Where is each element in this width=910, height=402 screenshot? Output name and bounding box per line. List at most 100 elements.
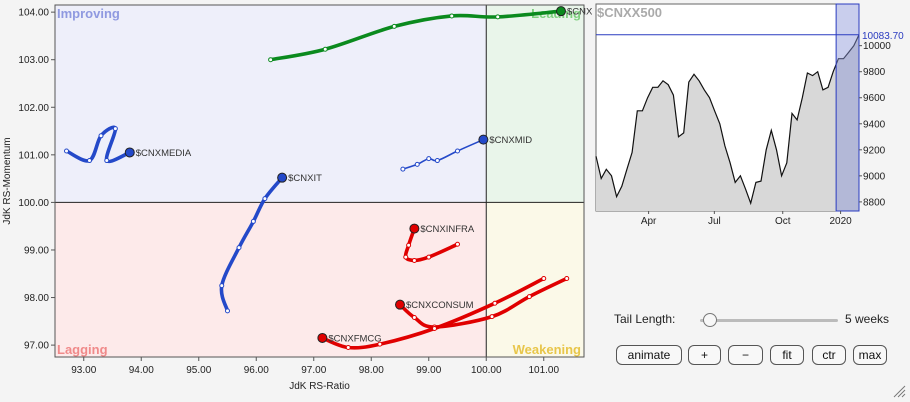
mini-chart-title: $CNXX500 — [597, 5, 662, 20]
y-tick-label: 98.00 — [24, 293, 49, 304]
tail-point-cnxmid — [400, 166, 406, 172]
zoom-out-button[interactable]: − — [728, 345, 763, 365]
label-cnxmedia: $CNXMEDIA — [136, 148, 192, 159]
x-axis-label: JdK RS-Ratio — [289, 381, 350, 392]
mini-x-tick-label: Oct — [775, 216, 791, 227]
series-cnxconsum[interactable]: $CNXCONSUM — [395, 276, 570, 330]
head-point-cnxconsum[interactable] — [395, 299, 405, 310]
tail-point-cnxmid — [434, 158, 440, 164]
tail-point-cnxmedia — [112, 126, 118, 132]
benchmark-mini-chart: $CNXX500 10083.70 8800 9000 9200 9400 9600 98… — [595, 3, 904, 227]
mini-chart-y-ticks: 8800 9000 9200 9400 9600 9800 10000 — [859, 41, 891, 208]
head-point-cnxmetal[interactable] — [556, 6, 566, 17]
mini-y-tick-label: 9200 — [863, 145, 886, 156]
mini-y-tick-label: 9400 — [863, 119, 886, 130]
series-cnxfmcg[interactable]: $CNXFMCG — [317, 276, 547, 350]
tail-point-cnxinfra — [403, 254, 409, 260]
tail-point-cnxmetal — [449, 13, 455, 19]
mini-y-tick-label: 9000 — [863, 171, 886, 182]
mini-y-tick-label: 9600 — [863, 93, 886, 104]
zoom-in-button[interactable]: + — [688, 345, 721, 365]
tail-point-cnxinfra — [411, 257, 417, 263]
mini-chart-window-highlight — [835, 3, 860, 212]
series-cnxmedia[interactable]: $CNXMEDIA — [64, 125, 192, 164]
x-tick-label: 100.00 — [471, 365, 502, 376]
series-cnxinfra[interactable]: $CNXINFRA — [403, 223, 475, 263]
series-cnxmetal[interactable]: $CNXMETAL — [268, 6, 592, 63]
fit-button[interactable]: fit — [770, 345, 804, 365]
tail-point-cnxfmcg — [377, 341, 383, 347]
x-tick-label: 95.00 — [186, 365, 211, 376]
tail-point-cnxfmcg — [432, 325, 437, 331]
resize-grip-icon[interactable] — [892, 384, 906, 398]
x-tick-label: 93.00 — [71, 365, 96, 376]
tail-point-cnxinfra — [426, 254, 432, 260]
y-tick-label: 102.00 — [18, 103, 49, 114]
improving-quadrant — [55, 5, 487, 203]
head-point-cnxfmcg[interactable] — [317, 332, 328, 343]
label-cnxit: $CNXIT — [288, 173, 322, 184]
tail-point-cnxmid — [455, 148, 460, 154]
tail-length-slider-thumb[interactable] — [703, 313, 717, 327]
rrg-chart[interactable]: Improving Leading Lagging Weakening 93.0… — [0, 0, 592, 402]
mini-x-tick-label: Apr — [641, 216, 657, 227]
mini-chart-last-value: 10083.70 — [862, 31, 904, 42]
x-tick-label: 99.00 — [416, 365, 441, 376]
tail-length-slider[interactable] — [700, 313, 838, 327]
tail-point-cnxmedia — [104, 158, 110, 164]
weakening-label: Weakening — [513, 342, 581, 357]
tail-point-cnxfmcg — [345, 344, 351, 350]
mini-chart-x-ticks: Apr Jul Oct 2020 — [641, 211, 852, 227]
tail-point-cnxfmcg — [492, 300, 498, 306]
label-cnxmid: $CNXMID — [489, 135, 532, 146]
tail-point-cnxmetal — [495, 14, 501, 20]
x-tick-label: 94.00 — [129, 365, 154, 376]
head-point-cnxmid[interactable] — [478, 134, 489, 145]
y-tick-label: 97.00 — [24, 341, 49, 352]
label-cnxmetal: $CNXMETAL — [567, 7, 592, 18]
tail-point-cnxconsum — [564, 276, 570, 282]
tail-point-cnxmetal — [391, 23, 397, 29]
mini-x-tick-label: Jul — [708, 216, 721, 227]
center-button[interactable]: ctr — [812, 345, 846, 365]
series-cnxit[interactable]: $CNXIT — [219, 172, 322, 314]
y-tick-label: 99.00 — [24, 245, 49, 256]
tail-point-cnxinfra — [406, 242, 412, 248]
leading-label: Leading — [531, 6, 581, 21]
y-tick-label: 101.00 — [18, 150, 49, 161]
tail-point-cnxit — [225, 308, 230, 314]
tail-point-cnxinfra — [455, 241, 460, 247]
head-point-cnxmedia[interactable] — [124, 147, 135, 158]
x-tick-label: 101.00 — [528, 365, 559, 376]
x-axis-ticks: 93.00 94.00 95.00 96.00 97.00 98.00 99.00 100.0… — [71, 357, 559, 376]
mini-y-tick-label: 8800 — [863, 197, 886, 208]
leading-quadrant — [486, 5, 584, 203]
tail-point-cnxmid — [426, 156, 432, 162]
tail-point-cnxmedia — [87, 158, 92, 164]
tail-cnxmetal — [268, 9, 563, 62]
plot-border — [54, 4, 585, 358]
tail-point-cnxmid — [414, 161, 420, 167]
max-button[interactable]: max — [853, 345, 887, 365]
y-tick-label: 103.00 — [18, 55, 49, 66]
series-cnxmid[interactable]: $CNXMID — [400, 134, 532, 172]
x-tick-label: 97.00 — [301, 365, 326, 376]
y-axis-ticks: 97.00 98.00 99.00 100.00 101.00 102.00 103.00 1… — [18, 8, 55, 352]
y-tick-label: 104.00 — [18, 8, 49, 19]
animate-button[interactable]: animate — [616, 345, 682, 365]
x-tick-label: 96.00 — [244, 365, 269, 376]
tail-point-cnxconsum — [411, 315, 417, 321]
y-axis-label: JdK RS-Momentum — [2, 137, 13, 224]
head-point-cnxit[interactable] — [277, 172, 288, 183]
label-cnxconsum: $CNXCONSUM — [406, 300, 474, 311]
head-point-cnxinfra[interactable] — [409, 223, 420, 234]
mini-y-tick-label: 9800 — [863, 67, 886, 78]
tail-point-cnxmedia — [98, 133, 104, 139]
tail-point-cnxit — [250, 218, 256, 224]
mini-chart-area — [596, 34, 859, 211]
tail-length-value: 5 weeks — [845, 312, 890, 326]
x-tick-label: 98.00 — [359, 365, 384, 376]
mini-x-tick-label: 2020 — [829, 216, 852, 227]
label-cnxfmcg: $CNXFMCG — [328, 333, 381, 344]
tail-point-cnxmedia — [64, 148, 69, 154]
